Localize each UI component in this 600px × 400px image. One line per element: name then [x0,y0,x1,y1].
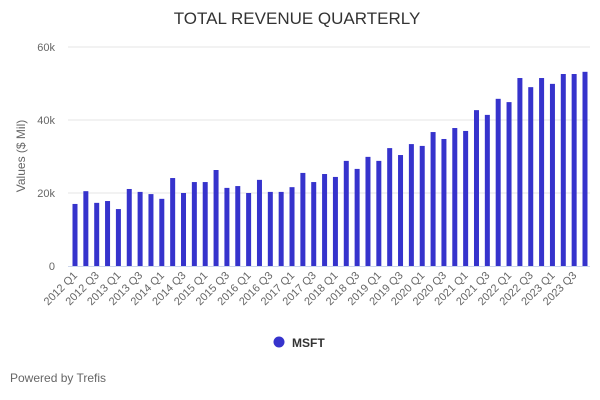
bar-2012-Q3 [94,202,100,266]
bar-2019-Q2 [387,148,393,266]
bar-2019-Q3 [398,155,404,266]
bar-2012-Q1 [72,203,78,266]
bar-2018-Q2 [343,160,349,266]
bar-2014-Q1 [159,198,165,266]
bar-2021-Q2 [473,110,479,267]
y-tick-label: 0 [49,261,55,273]
legend-label-msft[interactable]: MSFT [292,336,325,350]
bar-2022-Q1 [506,102,512,267]
bar-2017-Q1 [289,187,295,266]
bar-2016-Q1 [246,193,252,266]
bar-2014-Q3 [181,193,187,266]
bar-2016-Q2 [256,179,262,266]
bar-2017-Q4 [322,174,328,266]
chart-title: TOTAL REVENUE QUARTERLY [174,9,421,28]
bar-2022-Q3 [528,87,534,267]
bar-2021-Q3 [484,114,490,266]
bar-2019-Q1 [376,160,382,266]
bar-2023-Q4 [582,71,588,266]
bar-2015-Q3 [224,187,230,266]
bar-2023-Q2 [560,74,566,266]
bar-2018-Q3 [354,168,360,266]
bar-2015-Q4 [235,186,241,266]
y-axis-label: Values ($ Mil) [14,120,28,192]
bar-2012-Q4 [105,201,111,266]
bar-2023-Q1 [549,83,555,267]
y-tick-label: 40k [37,115,55,127]
bar-2021-Q4 [495,98,501,266]
powered-by-footer: Powered by Trefis [10,371,107,385]
bar-2020-Q1 [419,145,425,266]
bar-2018-Q4 [365,156,371,266]
bar-2016-Q3 [267,191,273,266]
bar-2017-Q2 [300,172,306,266]
bar-2023-Q3 [571,74,577,266]
bar-2014-Q4 [191,182,197,266]
bar-2013-Q1 [115,209,121,266]
bar-2013-Q3 [137,191,143,266]
bar-2020-Q2 [430,132,436,266]
bar-2022-Q4 [539,78,545,267]
bar-2019-Q4 [408,144,414,266]
bar-2013-Q2 [126,188,132,266]
legend-marker[interactable] [273,336,285,348]
bar-2020-Q3 [441,138,447,266]
bar-2021-Q1 [463,130,469,266]
bar-2012-Q2 [83,191,89,266]
bar-2020-Q4 [452,128,458,266]
y-tick-label: 60k [37,42,55,54]
bar-2014-Q2 [170,178,176,266]
y-tick-label: 20k [37,188,55,200]
bar-2015-Q1 [202,182,208,266]
bar-2016-Q4 [278,191,284,266]
bar-2018-Q1 [332,176,338,266]
bar-2015-Q2 [213,170,219,266]
bar-2017-Q3 [311,182,317,266]
bar-2022-Q2 [517,78,523,267]
bar-2013-Q4 [148,194,154,266]
